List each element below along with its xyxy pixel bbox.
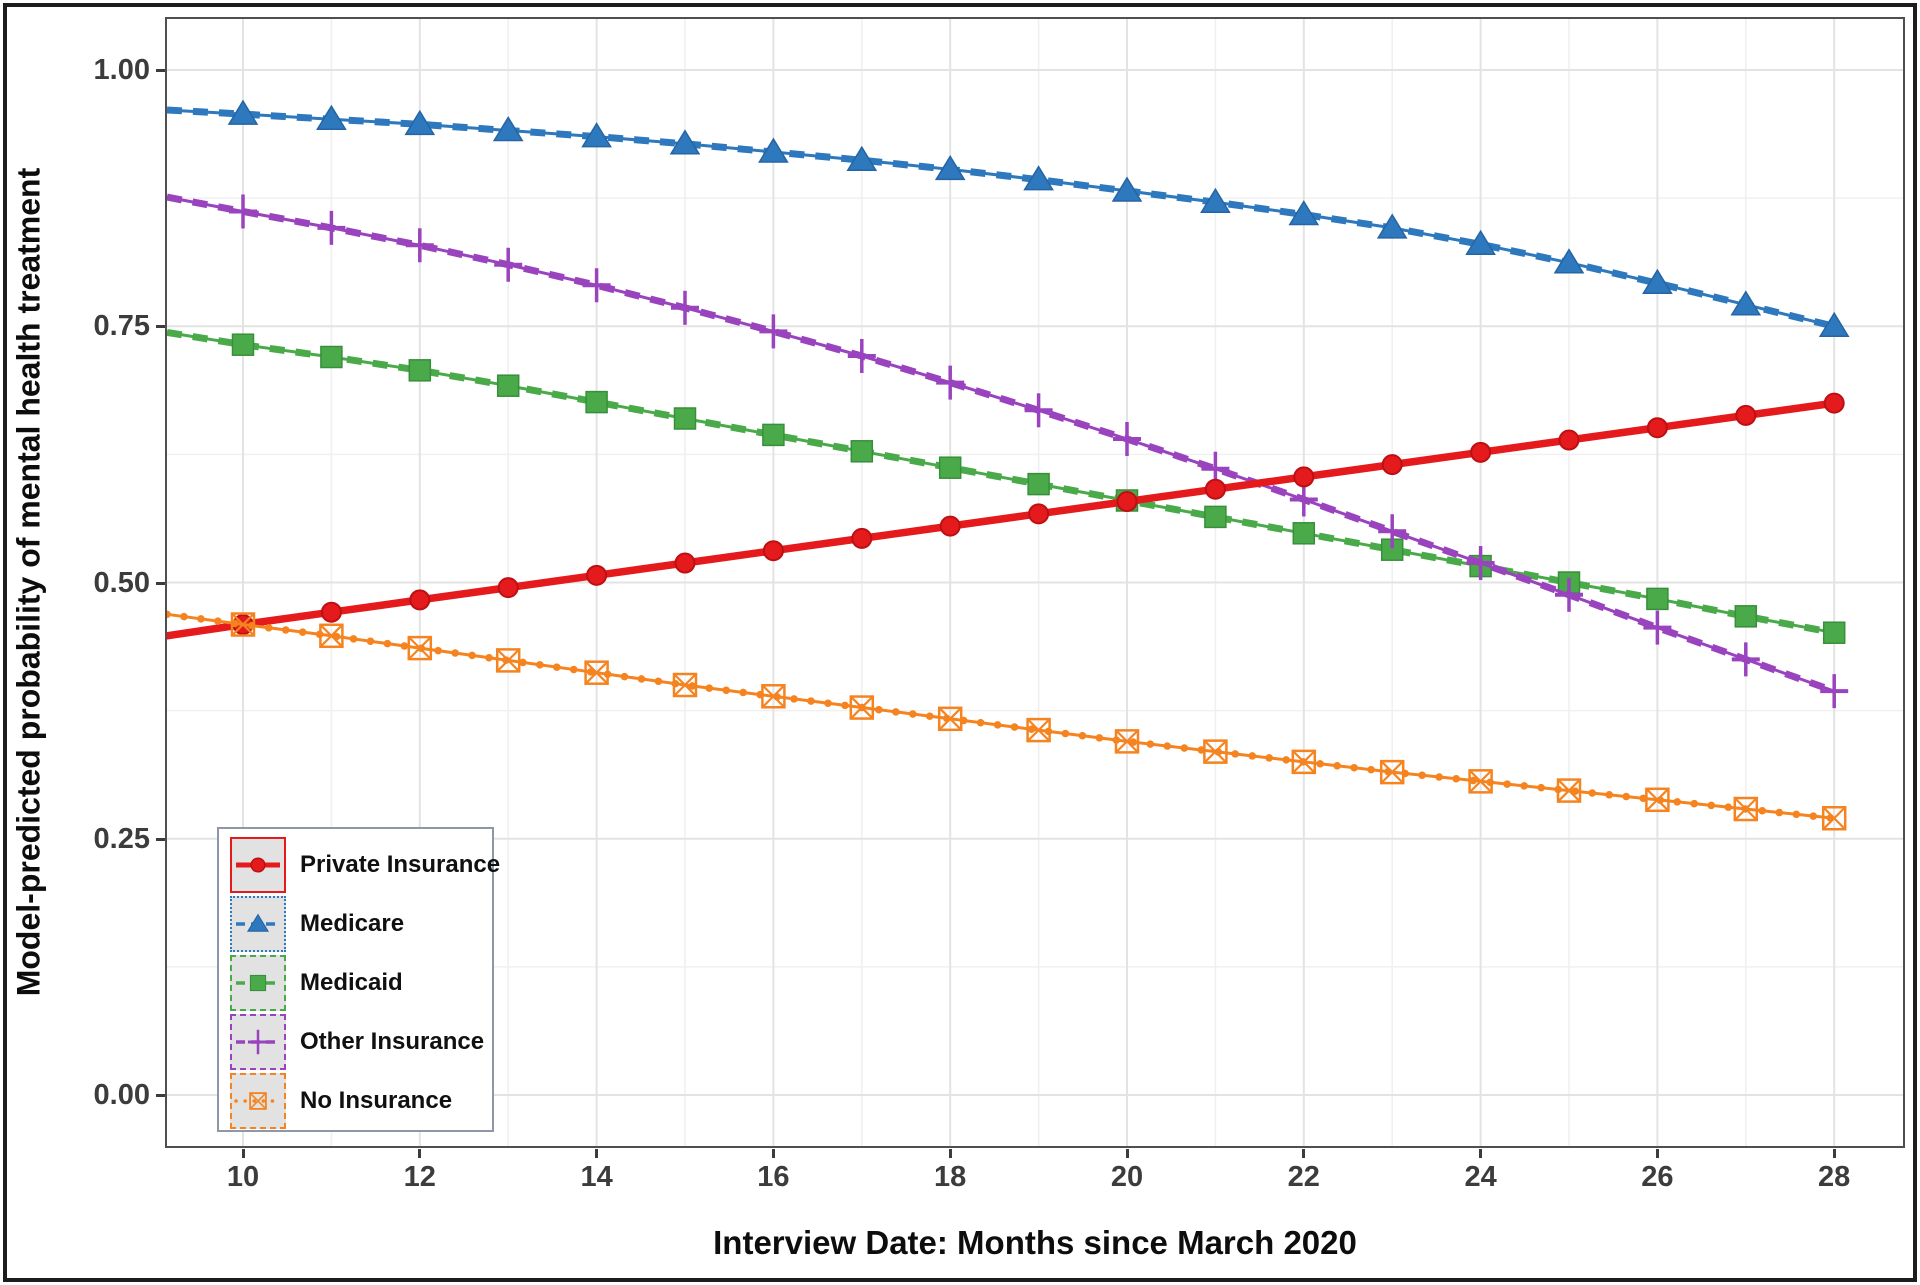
x-tick-label: 24 — [1464, 1161, 1497, 1193]
x-tick-label: 12 — [403, 1161, 436, 1193]
legend-item-medicaid: Medicaid — [219, 955, 492, 1011]
y-tick-label: 0.75 — [93, 310, 150, 343]
legend-key-medicare — [230, 896, 286, 952]
series-other-insurance — [166, 193, 1849, 709]
y-tick-mark — [156, 837, 165, 841]
x-tick-label: 10 — [226, 1161, 260, 1193]
y-tick-label: 0.00 — [93, 1079, 150, 1111]
x-tick-mark — [1655, 1149, 1659, 1158]
x-tick-label: 20 — [1110, 1161, 1144, 1193]
legend: Private Insurance Medicare Medicaid Other I… — [217, 827, 500, 1132]
series-private-insurance — [165, 392, 1845, 640]
legend-label: Other Insurance — [300, 1028, 485, 1055]
legend-label: Private Insurance — [300, 851, 501, 878]
y-tick-label: 0.25 — [93, 822, 150, 855]
y-axis-title: Model-predicted probability of mental he… — [10, 167, 47, 997]
x-tick-label: 16 — [757, 1161, 790, 1193]
x-tick-mark — [1125, 1149, 1129, 1158]
series-medicare — [166, 99, 1850, 337]
legend-label: No Insurance — [300, 1087, 453, 1114]
y-tick-label: 0.50 — [93, 566, 150, 599]
x-tick-mark — [948, 1149, 952, 1158]
legend-item-no-insurance: No Insurance — [219, 1073, 492, 1129]
x-tick-mark — [1832, 1149, 1836, 1158]
y-tick-mark — [156, 69, 165, 72]
legend-key-other-insurance — [230, 1014, 286, 1070]
y-tick-mark — [156, 1094, 165, 1097]
legend-key-private-insurance — [230, 837, 286, 893]
x-tick-label: 28 — [1818, 1161, 1851, 1193]
plot-panel — [165, 17, 1905, 1148]
series-medicaid — [166, 328, 1846, 644]
x-tick-label: 14 — [580, 1161, 613, 1193]
legend-item-other-insurance: Other Insurance — [219, 1014, 492, 1070]
y-tick-mark — [156, 325, 165, 329]
x-tick-mark — [418, 1149, 422, 1158]
x-tick-mark — [1479, 1149, 1483, 1158]
x-axis-title: Interview Date: Months since March 2020 — [713, 1224, 1357, 1261]
series-no-insurance — [165, 610, 1847, 831]
panel-border — [165, 17, 1905, 1148]
y-tick-label: 1.00 — [93, 54, 150, 86]
x-tick-mark — [771, 1149, 775, 1158]
legend-item-medicare: Medicare — [219, 896, 492, 952]
x-tick-mark — [1302, 1149, 1306, 1158]
x-tick-mark — [241, 1149, 245, 1158]
legend-label: Medicaid — [300, 969, 403, 996]
legend-item-private-insurance: Private Insurance — [219, 837, 500, 893]
x-tick-label: 26 — [1641, 1161, 1674, 1193]
legend-key-no-insurance — [230, 1073, 286, 1129]
x-tick-label: 18 — [934, 1161, 967, 1193]
legend-label: Medicare — [300, 910, 405, 937]
x-tick-label: 22 — [1287, 1161, 1320, 1193]
y-tick-mark — [156, 581, 165, 585]
legend-key-medicaid — [230, 955, 286, 1011]
x-tick-mark — [595, 1149, 599, 1158]
